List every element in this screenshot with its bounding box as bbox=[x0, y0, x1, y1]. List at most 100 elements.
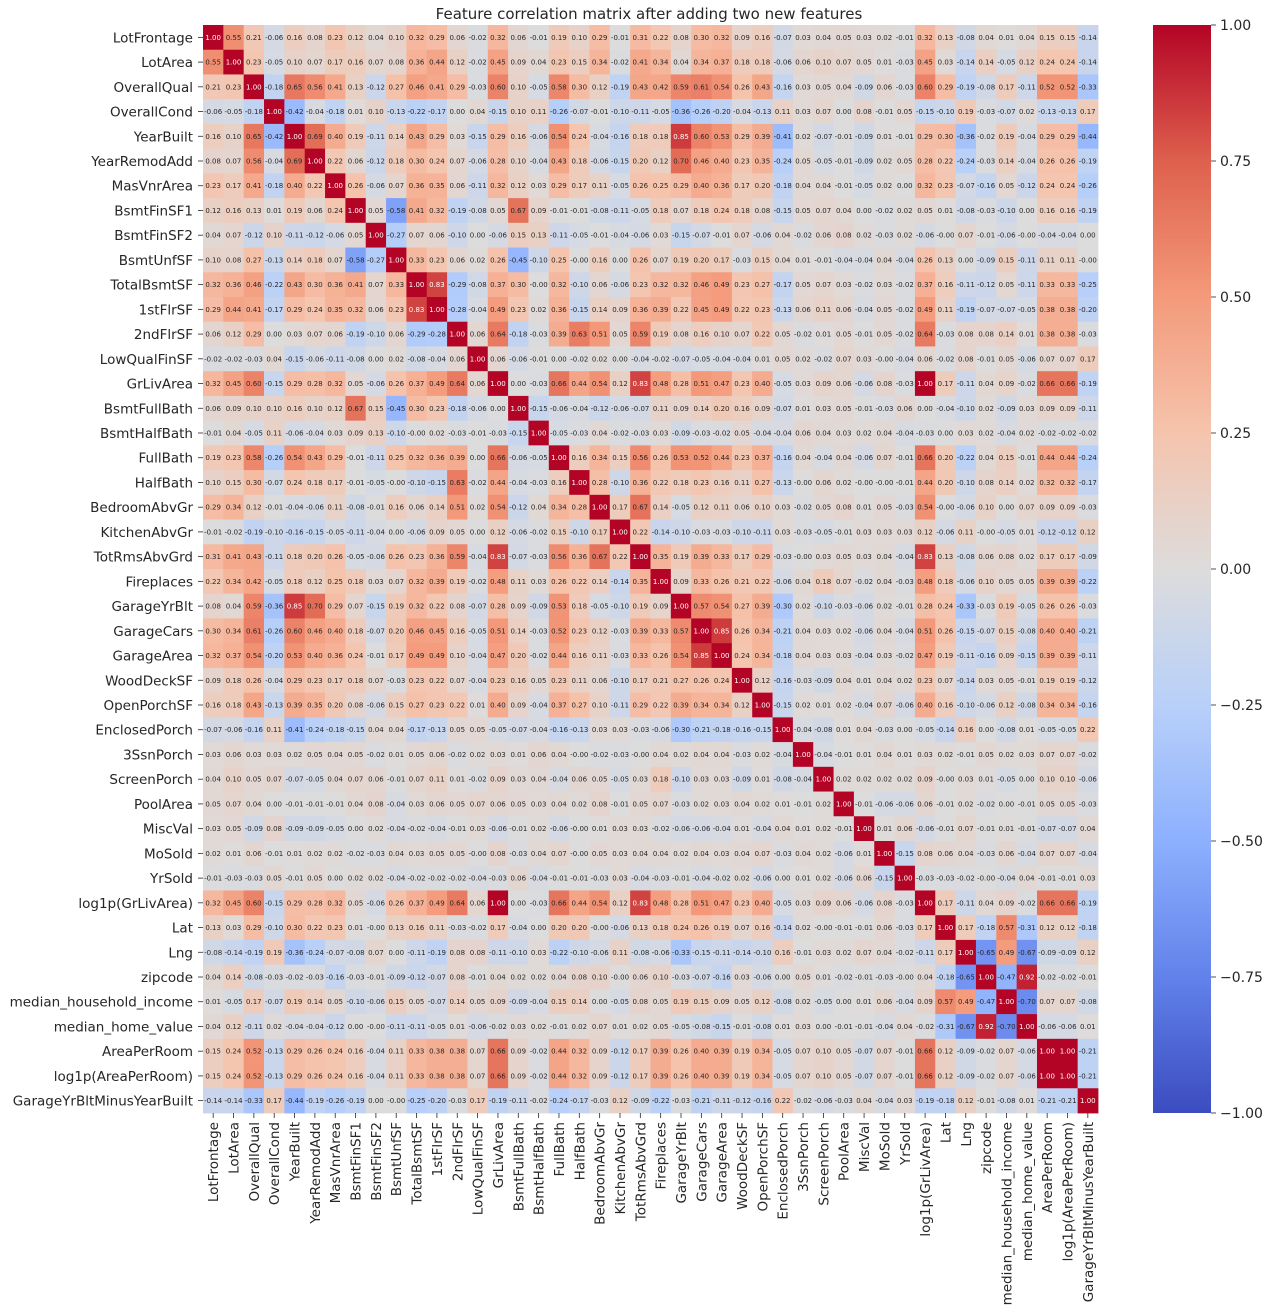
cell-value-label: -0.21 bbox=[1079, 1072, 1097, 1080]
cell-value-label: 0.24 bbox=[673, 924, 689, 932]
heatmap-cell bbox=[386, 198, 407, 224]
heatmap-cell bbox=[955, 816, 977, 842]
cell-value-label: -0.05 bbox=[306, 776, 324, 784]
heatmap-cell bbox=[935, 321, 957, 347]
cell-value-label: 0.22 bbox=[449, 702, 465, 710]
cell-value-label: 0.01 bbox=[775, 800, 791, 808]
heatmap-cell bbox=[609, 816, 631, 842]
cell-value-label: -0.05 bbox=[1058, 726, 1076, 734]
heatmap-cell bbox=[487, 766, 509, 792]
cell-value-label: -0.01 bbox=[1079, 974, 1097, 982]
cell-value-label: 0.30 bbox=[510, 281, 526, 289]
heatmap-cell bbox=[670, 25, 692, 51]
cell-value-label: -0.02 bbox=[591, 751, 609, 759]
heatmap-cell bbox=[284, 544, 306, 570]
heatmap-cell bbox=[569, 148, 590, 174]
cell-value-label: 1.00 bbox=[551, 454, 567, 462]
cell-value-label: -0.05 bbox=[265, 59, 283, 67]
heatmap-cell bbox=[365, 99, 387, 125]
heatmap-cell bbox=[1057, 148, 1079, 174]
heatmap-cell bbox=[203, 346, 224, 372]
cell-value-label: 0.29 bbox=[327, 603, 343, 611]
heatmap-cell bbox=[264, 198, 285, 224]
heatmap-cell bbox=[711, 766, 733, 792]
heatmap-cell bbox=[203, 173, 224, 199]
cell-value-label: -0.12 bbox=[1018, 182, 1036, 190]
heatmap-cell bbox=[752, 321, 773, 347]
cell-value-label: -0.02 bbox=[367, 751, 385, 759]
heatmap-cell bbox=[406, 470, 428, 496]
heatmap-cell bbox=[894, 519, 916, 545]
cell-value-label: 0.02 bbox=[836, 776, 852, 784]
heatmap-cell bbox=[731, 593, 753, 619]
heatmap-cell bbox=[630, 395, 651, 422]
heatmap-cell bbox=[1057, 618, 1079, 644]
heatmap-cell bbox=[772, 816, 794, 842]
heatmap-cell bbox=[508, 247, 529, 273]
cell-value-label: 0.10 bbox=[205, 256, 221, 264]
cell-value-label: -0.11 bbox=[408, 1023, 426, 1031]
cell-value-label: -0.04 bbox=[306, 108, 325, 116]
cell-value-label: 0.10 bbox=[755, 504, 771, 512]
cell-value-label: -0.17 bbox=[428, 108, 446, 116]
cell-value-label: 0.35 bbox=[633, 578, 649, 586]
cell-value-label: 0.26 bbox=[653, 454, 669, 462]
cell-value-label: -0.04 bbox=[428, 825, 447, 833]
cell-value-label: 0.12 bbox=[694, 504, 710, 512]
cell-value-label: 0.28 bbox=[673, 380, 689, 388]
cell-value-label: -0.04 bbox=[530, 702, 549, 710]
cell-value-label: 0.03 bbox=[592, 726, 608, 734]
cell-value-label: 0.10 bbox=[1060, 776, 1076, 784]
cell-value-label: 0.06 bbox=[510, 34, 526, 42]
cell-value-label: -0.10 bbox=[408, 479, 426, 487]
cell-value-label: 0.32 bbox=[653, 281, 669, 289]
heatmap-cell bbox=[223, 791, 245, 817]
heatmap-cell bbox=[914, 791, 936, 817]
cell-value-label: -0.04 bbox=[1038, 232, 1057, 240]
cell-value-label: -0.04 bbox=[1018, 133, 1037, 141]
cell-value-label: -0.10 bbox=[611, 108, 629, 116]
cell-value-label: -0.07 bbox=[285, 776, 303, 784]
cell-value-label: -0.18 bbox=[977, 924, 995, 932]
cell-value-label: -0.08 bbox=[408, 355, 426, 363]
cell-value-label: 0.32 bbox=[327, 899, 343, 907]
cell-value-label: -0.06 bbox=[1018, 1048, 1037, 1056]
heatmap-cell bbox=[935, 816, 957, 842]
cell-value-label: 0.04 bbox=[978, 380, 994, 388]
cell-value-label: 0.02 bbox=[897, 207, 913, 215]
cell-value-label: 0.49 bbox=[429, 899, 445, 907]
heatmap-cell bbox=[345, 470, 367, 496]
cell-value-label: 0.03 bbox=[836, 652, 852, 660]
heatmap-cell bbox=[243, 148, 265, 174]
cell-value-label: 0.38 bbox=[449, 1072, 465, 1080]
heatmap-cell bbox=[508, 816, 529, 842]
cell-value-label: 0.06 bbox=[470, 380, 486, 388]
cell-value-label: 0.06 bbox=[592, 677, 608, 685]
cell-value-label: 0.05 bbox=[836, 1048, 852, 1056]
cell-value-label: -0.24 bbox=[774, 158, 793, 166]
heatmap-cell bbox=[955, 74, 977, 100]
heatmap-cell bbox=[325, 667, 346, 694]
cell-value-label: 0.01 bbox=[266, 207, 282, 215]
cell-value-label: -0.14 bbox=[733, 949, 752, 957]
heatmap-cell bbox=[914, 643, 936, 669]
heatmap-cell bbox=[691, 25, 712, 51]
cell-value-label: 0.05 bbox=[734, 998, 750, 1006]
cell-value-label: -0.02 bbox=[1038, 974, 1056, 982]
cell-value-label: 0.00 bbox=[266, 331, 282, 339]
heatmap-cell bbox=[264, 494, 285, 520]
x-tick-label: Fireplaces bbox=[654, 1122, 670, 1189]
heatmap-cell bbox=[711, 297, 733, 323]
cell-value-label: -0.25 bbox=[408, 1097, 426, 1105]
cell-value-label: 0.40 bbox=[917, 702, 933, 710]
cell-value-label: 1.00 bbox=[816, 776, 832, 784]
cell-value-label: 0.26 bbox=[388, 899, 404, 907]
cell-value-label: 0.00 bbox=[327, 875, 343, 883]
heatmap-cell bbox=[325, 371, 346, 397]
heatmap-cell bbox=[1077, 470, 1099, 496]
x-tick-label: 2ndFlrSF bbox=[450, 1122, 466, 1181]
cell-value-label: 0.16 bbox=[734, 405, 750, 413]
cell-value-label: 1.00 bbox=[287, 133, 303, 141]
heatmap-cell bbox=[365, 593, 387, 619]
heatmap-cell bbox=[792, 791, 814, 817]
